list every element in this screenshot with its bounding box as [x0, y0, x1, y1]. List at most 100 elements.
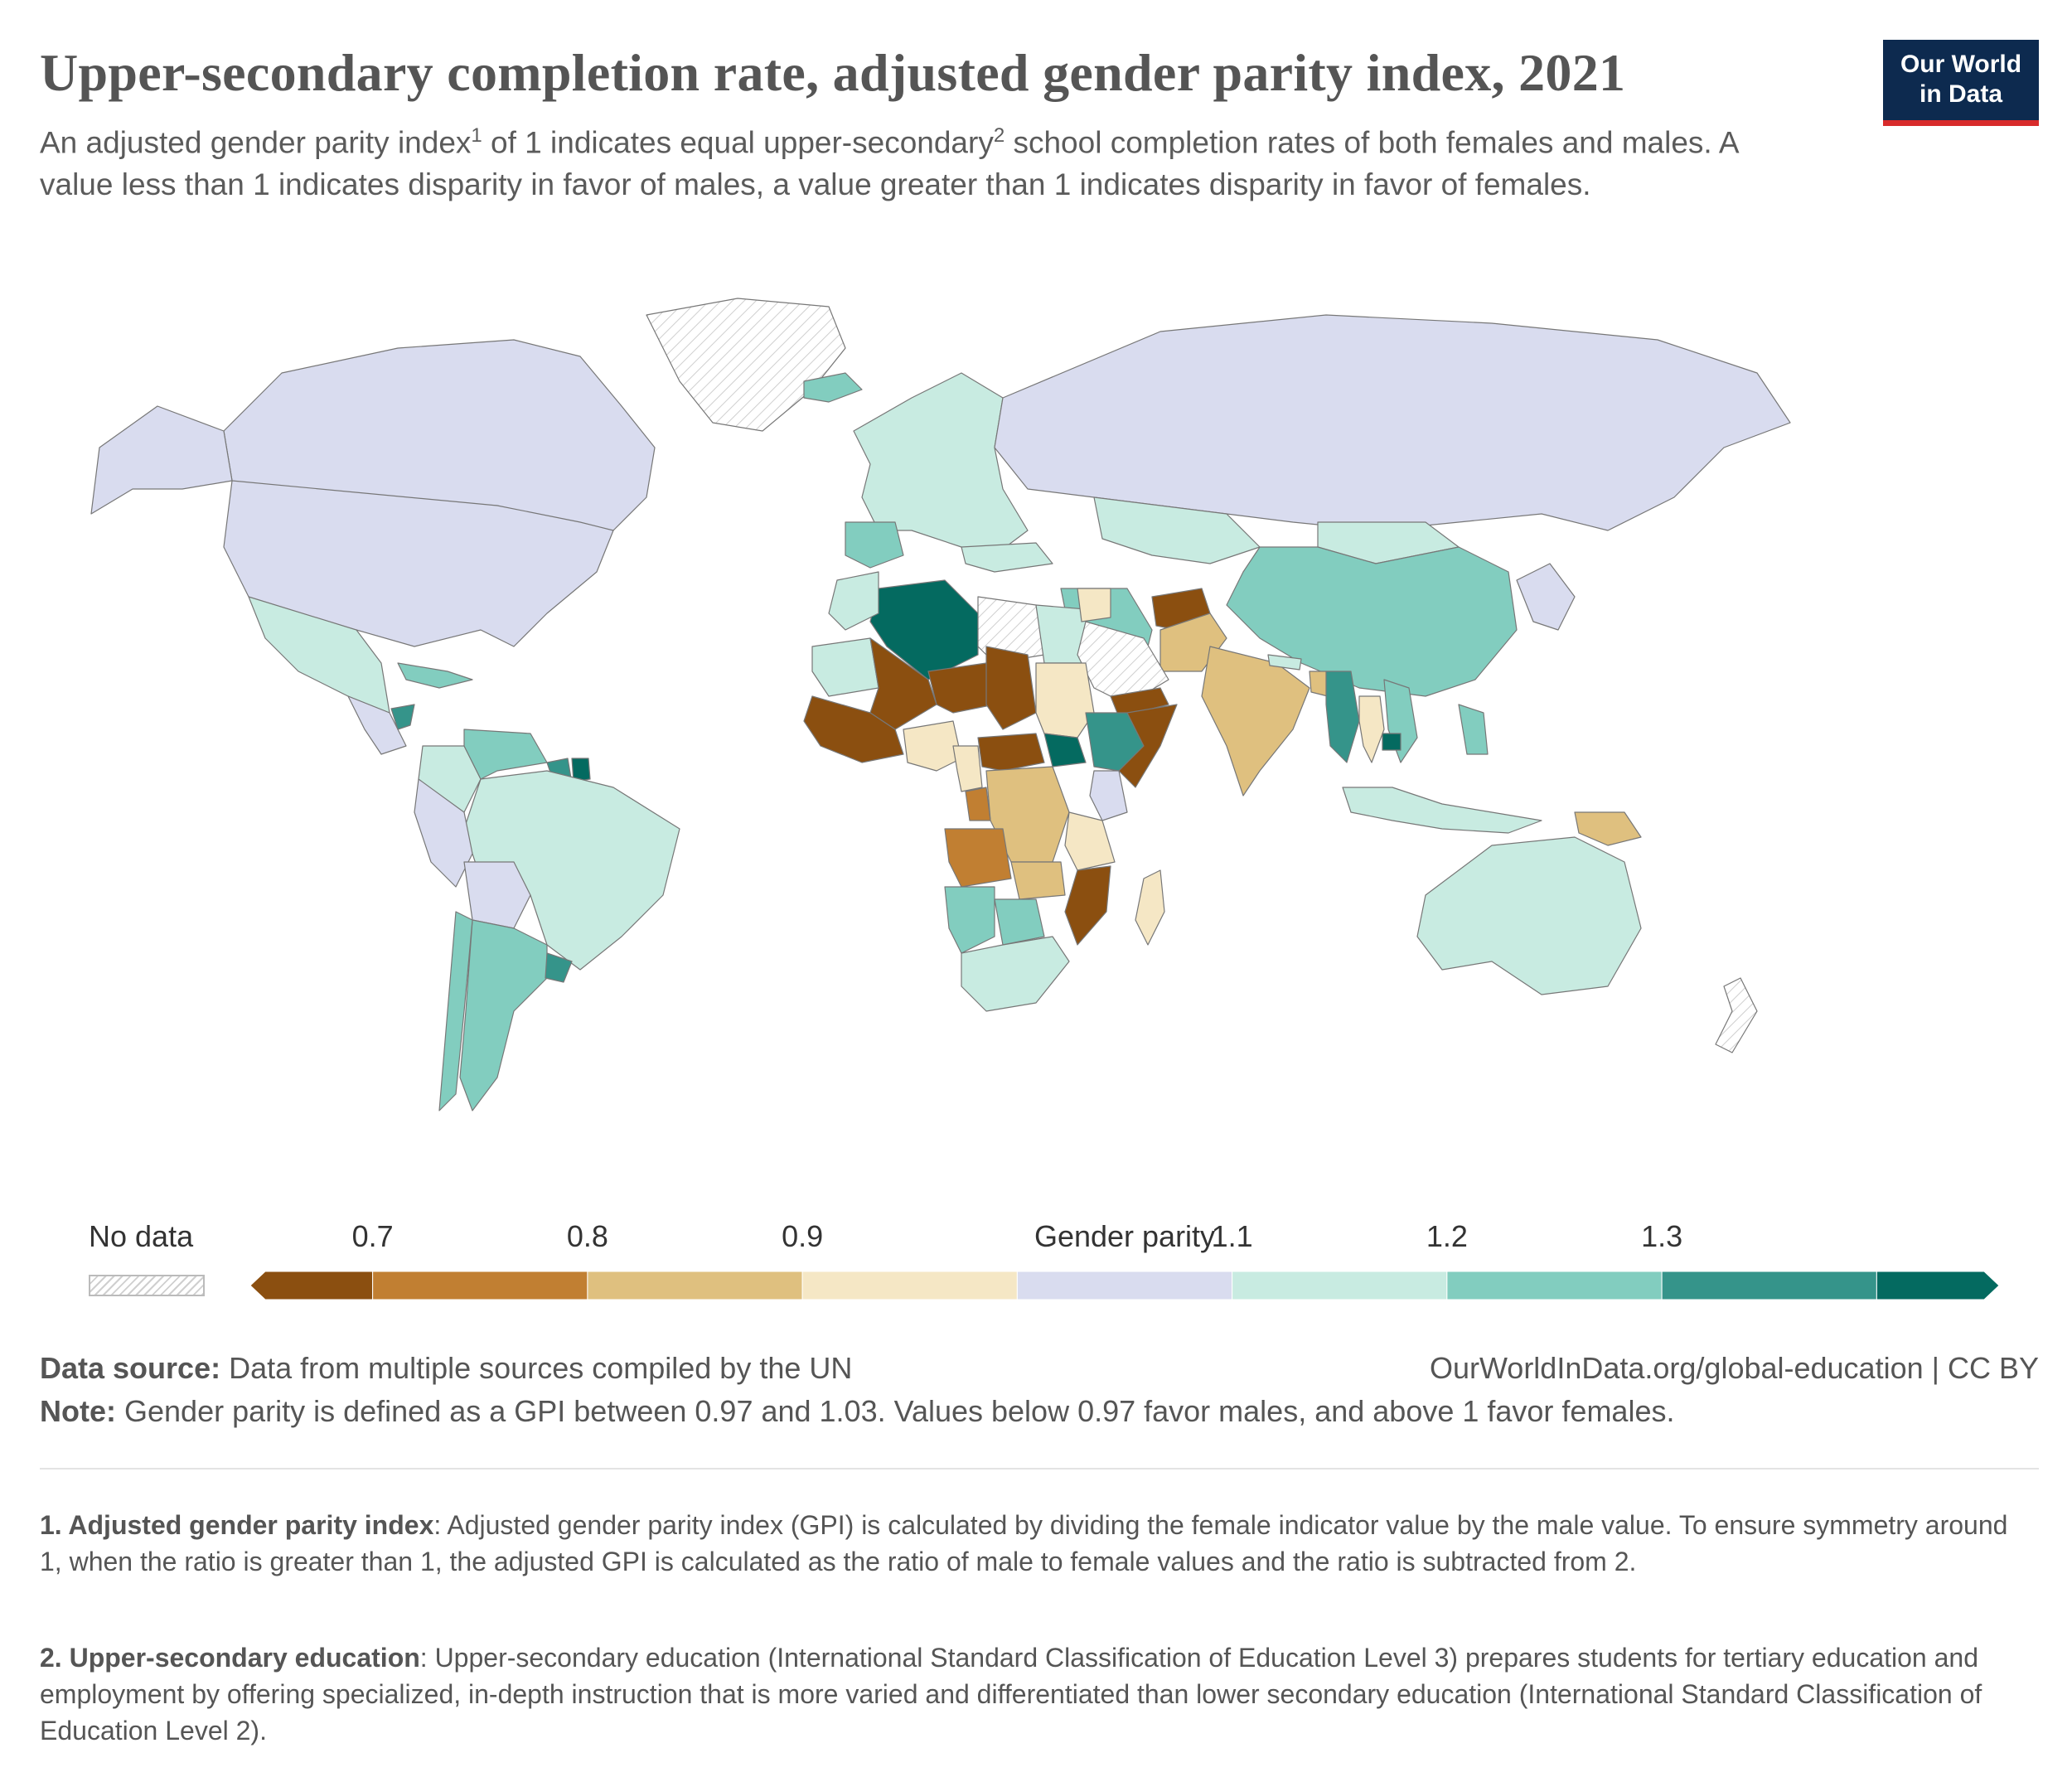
- divider: [40, 1468, 2039, 1470]
- legend-bin-6[interactable]: [1446, 1271, 1663, 1300]
- source-link[interactable]: OurWorldInData.org/global-education | CC…: [1429, 1351, 2039, 1385]
- country-alaska[interactable]: Alaska: [90, 405, 233, 515]
- country-somalia[interactable]: Somalia: [1118, 704, 1178, 788]
- country-algeria[interactable]: Algeria: [869, 579, 979, 680]
- country-australia[interactable]: Australia: [1416, 836, 1642, 995]
- legend-tick-label: 1.2: [1426, 1219, 1468, 1253]
- country-laos-vietnam[interactable]: Laos & Vietnam: [1383, 679, 1418, 763]
- country-korea-japan[interactable]: Korea & Japan: [1516, 563, 1576, 631]
- country-chad[interactable]: Chad: [985, 646, 1037, 730]
- country-argentina[interactable]: Argentina: [459, 919, 548, 1111]
- country-bangladesh[interactable]: Bangladesh: [1309, 671, 1329, 697]
- legend: No data 0.7 0.8 0.9 Gender parity 1.1 1.2 1.3: [0, 1218, 2072, 1310]
- owid-logo[interactable]: Our World in Data: [1883, 40, 2039, 126]
- country-niger[interactable]: Niger: [927, 662, 995, 714]
- country-mozambique[interactable]: Mozambique: [1064, 865, 1111, 946]
- legend-bin-0[interactable]: [250, 1271, 374, 1300]
- data-source-text: Data from multiple sources compiled by t…: [220, 1351, 853, 1385]
- country-nigeria[interactable]: Nigeria: [903, 720, 962, 772]
- note-label: Note:: [40, 1394, 116, 1428]
- legend-tick-label: 0.9: [782, 1219, 824, 1253]
- country-papua-new-guinea[interactable]: Papua New Guinea: [1574, 811, 1642, 846]
- legend-bin-3[interactable]: [801, 1271, 1018, 1300]
- footnote-ref-2[interactable]: 2: [993, 124, 1005, 147]
- footnote-1-label: 1. Adjusted gender parity index: [40, 1510, 434, 1540]
- footnote-2-label: 2. Upper-secondary education: [40, 1643, 420, 1673]
- country-congo[interactable]: Congo: [965, 787, 991, 821]
- country-suriname[interactable]: Suriname: [571, 758, 591, 782]
- country-spain-portugal[interactable]: Spain & Portugal: [845, 521, 904, 569]
- logo-line-1: Our World: [1900, 51, 2022, 78]
- logo-line-2: in Data: [1919, 80, 2003, 108]
- country-madagascar[interactable]: Madagascar: [1135, 869, 1165, 946]
- country-new-zealand[interactable]: New Zealand: [1715, 977, 1758, 1053]
- country-venezuela[interactable]: Venezuela: [463, 729, 548, 780]
- country-iraq[interactable]: Iraq: [1077, 588, 1111, 622]
- country-central-america[interactable]: Central America: [347, 695, 407, 755]
- legend-tick-label: 0.7: [351, 1219, 394, 1253]
- country-philippines[interactable]: Philippines: [1458, 704, 1489, 755]
- country-uruguay[interactable]: Uruguay: [545, 952, 573, 983]
- data-source-label: Data source:: [40, 1351, 221, 1385]
- country-nepal[interactable]: Nepal: [1267, 654, 1302, 671]
- country-morocco[interactable]: Morocco: [828, 571, 879, 631]
- legend-color-bar[interactable]: [250, 1271, 1999, 1300]
- legend-tick-label: 0.8: [566, 1219, 608, 1253]
- note-text: Gender parity is defined as a GPI betwee…: [116, 1394, 1675, 1428]
- footnote-2-text: : Upper-secondary education (Internation…: [40, 1643, 1982, 1746]
- country-cambodia[interactable]: Cambodia: [1382, 733, 1402, 751]
- legend-tick-label: 1.3: [1641, 1219, 1683, 1253]
- country-russia[interactable]: Russia: [994, 314, 1791, 531]
- chart-subtitle: An adjusted gender parity index1 of 1 in…: [40, 114, 1797, 206]
- legend-tick-label: 1.1: [1211, 1219, 1253, 1253]
- footnote-1-text: : Adjusted gender parity index (GPI) is …: [40, 1510, 2008, 1576]
- country-central-african-republic[interactable]: Central African Republic: [977, 733, 1045, 772]
- footnote-2: 2. Upper-secondary education: Upper-seco…: [40, 1639, 2029, 1749]
- country-honduras[interactable]: Honduras: [390, 704, 415, 730]
- country-south-sudan[interactable]: South Sudan: [1043, 733, 1087, 767]
- country-chile[interactable]: Chile: [438, 911, 473, 1111]
- country-caribbean[interactable]: Caribbean: [397, 662, 473, 689]
- legend-bin-8[interactable]: [1876, 1271, 1999, 1300]
- country-mauritania[interactable]: Mauritania: [811, 637, 879, 697]
- country-namibia[interactable]: Namibia: [944, 886, 995, 954]
- country-west-africa[interactable]: West Africa: [803, 695, 904, 763]
- country-south-africa[interactable]: South Africa: [961, 936, 1070, 1012]
- data-source: Data source: Data from multiple sources …: [40, 1348, 2045, 1389]
- country-yemen[interactable]: Yemen: [1110, 687, 1169, 718]
- country-thailand[interactable]: Thailand: [1358, 695, 1385, 763]
- footnote-1: 1. Adjusted gender parity index: Adjuste…: [40, 1507, 2029, 1580]
- legend-no-data-label: No data: [89, 1219, 194, 1253]
- world-map[interactable]: CanadaUnited StatesAlaskaGreenlandMexico…: [83, 282, 1989, 1144]
- country-sudan[interactable]: Sudan: [1035, 662, 1095, 738]
- chart-title: Upper-secondary completion rate, adjuste…: [40, 43, 1626, 102]
- note: Note: Gender parity is defined as a GPI …: [40, 1391, 2045, 1432]
- subtitle-part-2: of 1 indicates equal upper-secondary: [482, 125, 994, 160]
- legend-tick-label: Gender parity: [1034, 1219, 1216, 1253]
- subtitle-part-1: An adjusted gender parity index: [40, 125, 472, 160]
- country-zambia[interactable]: Zambia: [1010, 861, 1066, 900]
- country-botswana[interactable]: Botswana: [994, 898, 1045, 946]
- footnote-ref-1[interactable]: 1: [471, 124, 482, 147]
- country-turkey[interactable]: Turkey: [961, 542, 1053, 573]
- country-iceland[interactable]: Iceland: [803, 372, 863, 403]
- legend-bin-7[interactable]: [1661, 1271, 1877, 1300]
- country-tanzania[interactable]: Tanzania: [1064, 811, 1116, 871]
- country-myanmar[interactable]: Myanmar: [1325, 671, 1360, 763]
- country-kenya[interactable]: Kenya: [1089, 770, 1128, 821]
- country-indonesia[interactable]: Indonesia: [1342, 787, 1542, 834]
- legend-bin-4[interactable]: [1016, 1271, 1233, 1300]
- legend-bin-1[interactable]: [372, 1271, 588, 1300]
- legend-bin-5[interactable]: [1232, 1271, 1448, 1300]
- subtitle-part-3: school completion rates of both females …: [40, 125, 1738, 202]
- country-cameroon[interactable]: Cameroon: [952, 745, 983, 792]
- legend-no-data-swatch[interactable]: [89, 1275, 205, 1296]
- country-india[interactable]: India: [1201, 646, 1310, 797]
- country-bolivia[interactable]: Bolivia: [463, 861, 531, 929]
- country-kazakhstan[interactable]: Kazakhstan: [1093, 496, 1261, 564]
- legend-bin-2[interactable]: [587, 1271, 803, 1300]
- country-angola[interactable]: Angola: [944, 828, 1012, 888]
- country-greenland[interactable]: Greenland: [646, 298, 846, 432]
- country-europe[interactable]: Europe: [853, 372, 1029, 556]
- country-peru[interactable]: Peru: [414, 778, 473, 888]
